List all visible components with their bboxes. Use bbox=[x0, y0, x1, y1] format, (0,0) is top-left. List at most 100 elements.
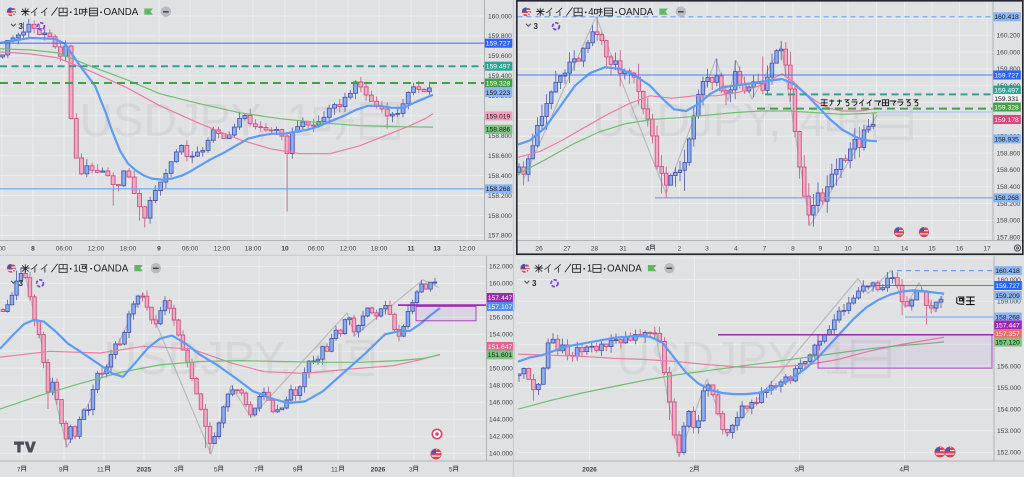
svg-text:OANDA: OANDA bbox=[619, 7, 654, 18]
svg-text:USDJPY,: USDJPY, bbox=[104, 332, 292, 384]
svg-text:157.447: 157.447 bbox=[488, 295, 513, 302]
svg-text:142.000: 142.000 bbox=[489, 434, 513, 441]
svg-text:140.000: 140.000 bbox=[489, 451, 513, 458]
svg-text:158.600: 158.600 bbox=[997, 167, 1021, 174]
svg-text:2: 2 bbox=[678, 246, 682, 253]
svg-text:144.000: 144.000 bbox=[489, 417, 513, 424]
svg-text:9: 9 bbox=[293, 467, 297, 474]
svg-text:159.328: 159.328 bbox=[486, 80, 511, 87]
svg-text:11: 11 bbox=[408, 246, 415, 253]
svg-text:06:00: 06:00 bbox=[56, 246, 73, 253]
svg-text:159.331: 159.331 bbox=[994, 96, 1019, 103]
svg-text:146.000: 146.000 bbox=[489, 400, 513, 407]
svg-text:158.800: 158.800 bbox=[488, 133, 512, 140]
svg-text:2025: 2025 bbox=[137, 467, 152, 474]
svg-text:159.727: 159.727 bbox=[995, 283, 1020, 290]
svg-text:158.600: 158.600 bbox=[488, 153, 512, 160]
svg-text:5: 5 bbox=[449, 467, 453, 474]
svg-text:157.800: 157.800 bbox=[488, 233, 512, 240]
svg-text:OANDA: OANDA bbox=[607, 264, 642, 275]
svg-text:158.935: 158.935 bbox=[994, 136, 1019, 143]
svg-text:159.800: 159.800 bbox=[488, 33, 512, 40]
svg-text:06:00: 06:00 bbox=[182, 246, 199, 253]
svg-text:3: 3 bbox=[19, 279, 24, 288]
svg-text:3: 3 bbox=[705, 246, 709, 253]
svg-text:17: 17 bbox=[983, 246, 991, 253]
svg-text:9: 9 bbox=[819, 246, 823, 253]
svg-text:158.200: 158.200 bbox=[488, 193, 512, 200]
svg-text:159.727: 159.727 bbox=[486, 41, 511, 48]
svg-text:158.268: 158.268 bbox=[994, 195, 1019, 202]
svg-text:154.000: 154.000 bbox=[997, 407, 1021, 414]
svg-text:160.200: 160.200 bbox=[997, 33, 1021, 40]
svg-text:9: 9 bbox=[59, 467, 63, 474]
svg-text:160.418: 160.418 bbox=[995, 268, 1020, 275]
svg-text:10: 10 bbox=[844, 246, 852, 253]
svg-text:27: 27 bbox=[563, 246, 571, 253]
svg-text:28: 28 bbox=[591, 246, 599, 253]
svg-text:150.000: 150.000 bbox=[489, 366, 513, 373]
svg-text:3: 3 bbox=[534, 22, 539, 31]
svg-text:9: 9 bbox=[157, 246, 161, 253]
svg-text:159.209: 159.209 bbox=[995, 293, 1020, 300]
svg-text:1: 1 bbox=[73, 264, 78, 275]
svg-text:18:00: 18:00 bbox=[371, 246, 388, 253]
svg-text:157.800: 157.800 bbox=[997, 235, 1021, 242]
svg-text:8: 8 bbox=[791, 246, 795, 253]
svg-text:159.497: 159.497 bbox=[486, 64, 511, 71]
svg-text:158.886: 158.886 bbox=[486, 127, 511, 134]
svg-text:3: 3 bbox=[409, 467, 413, 474]
svg-text:160.000: 160.000 bbox=[997, 277, 1021, 284]
svg-text:148.000: 148.000 bbox=[489, 383, 513, 390]
svg-text:7: 7 bbox=[763, 246, 767, 253]
svg-text:8: 8 bbox=[31, 246, 35, 253]
svg-text:159.497: 159.497 bbox=[994, 87, 1019, 94]
svg-text:160.000: 160.000 bbox=[489, 281, 513, 288]
svg-text:11: 11 bbox=[873, 246, 880, 253]
svg-text:156.000: 156.000 bbox=[997, 363, 1021, 370]
svg-text:158.400: 158.400 bbox=[488, 173, 512, 180]
svg-text:2: 2 bbox=[689, 467, 693, 474]
svg-text:4: 4 bbox=[588, 7, 594, 18]
svg-text:11: 11 bbox=[331, 467, 338, 474]
svg-text:158.000: 158.000 bbox=[997, 218, 1021, 225]
svg-text:151.601: 151.601 bbox=[488, 352, 513, 359]
svg-text:160.000: 160.000 bbox=[488, 13, 512, 20]
svg-text:158.400: 158.400 bbox=[997, 184, 1021, 191]
svg-text:12:00: 12:00 bbox=[459, 246, 476, 253]
svg-text:159.019: 159.019 bbox=[486, 113, 511, 120]
svg-text:1: 1 bbox=[587, 264, 592, 275]
svg-text:3: 3 bbox=[794, 467, 798, 474]
svg-text:159.178: 159.178 bbox=[994, 117, 1019, 124]
svg-text:159.400: 159.400 bbox=[488, 73, 512, 80]
svg-text:2026: 2026 bbox=[371, 467, 386, 474]
svg-text:157.447: 157.447 bbox=[995, 322, 1020, 329]
svg-text:158.000: 158.000 bbox=[488, 213, 512, 220]
svg-text:18:00: 18:00 bbox=[245, 246, 262, 253]
svg-text:158.268: 158.268 bbox=[995, 314, 1020, 321]
svg-text:2026: 2026 bbox=[582, 467, 597, 474]
svg-text:5: 5 bbox=[214, 467, 218, 474]
svg-text:3: 3 bbox=[532, 279, 537, 288]
svg-text:12:00: 12:00 bbox=[214, 246, 231, 253]
svg-text:31: 31 bbox=[619, 246, 627, 253]
svg-text:13: 13 bbox=[433, 246, 441, 253]
svg-text:158.200: 158.200 bbox=[997, 201, 1021, 208]
svg-text:4: 4 bbox=[899, 467, 903, 474]
svg-text:159.000: 159.000 bbox=[997, 299, 1021, 306]
svg-text:12:00: 12:00 bbox=[340, 246, 357, 253]
svg-text:11: 11 bbox=[97, 467, 104, 474]
svg-text:16: 16 bbox=[956, 246, 964, 253]
svg-text:153.000: 153.000 bbox=[997, 428, 1021, 435]
svg-text:14: 14 bbox=[901, 246, 909, 253]
svg-text:154.000: 154.000 bbox=[489, 332, 513, 339]
svg-text:15: 15 bbox=[928, 246, 936, 253]
svg-text:USDJPY,: USDJPY, bbox=[617, 332, 805, 384]
svg-text:USDJPY,: USDJPY, bbox=[80, 94, 268, 146]
svg-text:06:00: 06:00 bbox=[308, 246, 325, 253]
svg-text:26: 26 bbox=[535, 246, 543, 253]
svg-text:3: 3 bbox=[19, 22, 24, 31]
svg-text:162.000: 162.000 bbox=[489, 264, 513, 271]
svg-text:157.120: 157.120 bbox=[995, 339, 1020, 346]
svg-text:159.727: 159.727 bbox=[994, 72, 1019, 79]
